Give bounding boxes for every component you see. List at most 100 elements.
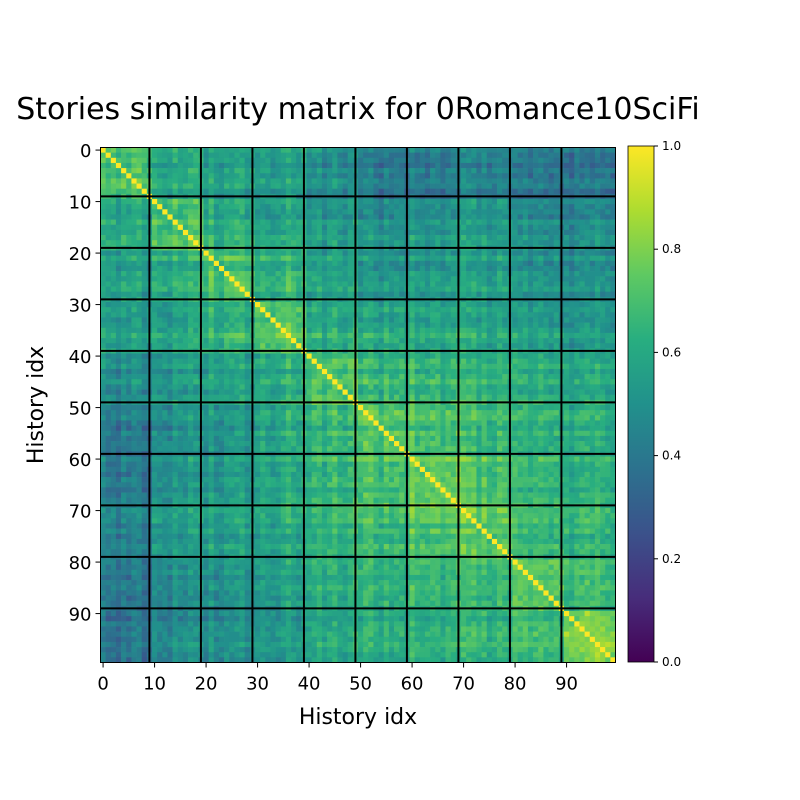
heatmap-cell <box>342 332 349 339</box>
heatmap-cell <box>121 276 127 282</box>
heatmap-cell <box>188 265 194 272</box>
heatmap-cell <box>105 379 112 385</box>
heatmap-cell <box>450 322 457 329</box>
heatmap-cell <box>342 178 349 184</box>
heatmap-cell <box>110 302 117 308</box>
heatmap-cell <box>162 332 168 339</box>
heatmap-cell <box>157 374 163 380</box>
heatmap-cell <box>522 162 529 169</box>
heatmap-cell <box>229 219 235 226</box>
heatmap-cell <box>172 286 179 293</box>
heatmap-cell <box>471 384 477 390</box>
heatmap-cell <box>373 271 379 277</box>
heatmap-cell <box>491 291 498 298</box>
heatmap-cell <box>224 255 230 262</box>
heatmap-cell <box>100 358 106 365</box>
heatmap-cell <box>203 379 209 385</box>
heatmap-cell <box>471 374 477 380</box>
heatmap-cell <box>589 162 596 169</box>
heatmap-cell <box>177 322 184 329</box>
heatmap-cell <box>100 214 106 220</box>
heatmap-cell <box>600 317 606 323</box>
heatmap-cell <box>131 214 137 220</box>
heatmap-cell <box>538 152 544 159</box>
heatmap-cell <box>481 255 488 262</box>
heatmap-cell <box>234 235 240 241</box>
heatmap-cell <box>182 157 189 164</box>
heatmap-cell <box>203 307 209 313</box>
heatmap-cell <box>358 379 364 385</box>
heatmap-cell <box>466 338 472 344</box>
heatmap-cell <box>100 332 106 339</box>
heatmap-cell <box>110 368 117 375</box>
heatmap-cell <box>188 343 194 349</box>
heatmap-cell <box>553 224 560 231</box>
heatmap-cell <box>311 363 318 370</box>
heatmap-cell <box>491 250 498 256</box>
heatmap-cell <box>203 147 209 153</box>
heatmap-cell <box>203 286 209 293</box>
heatmap-cell <box>110 157 117 164</box>
heatmap-cell <box>569 219 575 226</box>
heatmap-cell <box>502 209 508 215</box>
heatmap-cell <box>497 157 503 164</box>
heatmap-cell <box>337 374 343 380</box>
heatmap-cell <box>466 281 472 287</box>
heatmap-cell <box>270 147 276 153</box>
heatmap-cell <box>167 147 173 153</box>
heatmap-cell <box>368 317 374 323</box>
heatmap-cell <box>270 384 276 390</box>
heatmap-cell <box>285 384 292 390</box>
heatmap-cell <box>280 178 287 184</box>
heatmap-cell <box>136 358 143 365</box>
heatmap-cell <box>182 368 189 375</box>
heatmap-cell <box>188 209 194 215</box>
heatmap-cell <box>265 286 271 293</box>
heatmap-cell <box>296 322 302 329</box>
heatmap-cell <box>461 338 467 344</box>
heatmap-cell <box>522 219 529 226</box>
heatmap-cell <box>445 219 452 226</box>
heatmap-cell <box>564 307 570 313</box>
heatmap-cell <box>373 219 379 226</box>
heatmap-cell <box>579 327 585 334</box>
heatmap-cell <box>574 255 580 262</box>
heatmap-cell <box>589 229 596 236</box>
heatmap-cell <box>275 188 282 195</box>
heatmap-cell <box>296 188 302 195</box>
heatmap-cell <box>378 209 385 215</box>
heatmap-cell <box>527 152 534 159</box>
heatmap-cell <box>399 394 405 401</box>
heatmap-cell <box>327 204 333 210</box>
heatmap-cell <box>193 276 199 282</box>
heatmap-cell <box>224 291 230 298</box>
heatmap-cell <box>239 353 246 359</box>
heatmap-cell <box>193 368 199 375</box>
heatmap-cell <box>450 204 457 210</box>
heatmap-cell <box>270 358 276 365</box>
heatmap-cell <box>213 147 220 153</box>
heatmap-cell <box>182 389 189 396</box>
heatmap-cell <box>275 178 282 184</box>
heatmap-cell <box>491 322 498 329</box>
heatmap-cell <box>229 338 235 344</box>
heatmap-cell <box>414 224 421 231</box>
heatmap-cell <box>388 302 395 308</box>
heatmap-cell <box>368 327 374 334</box>
heatmap-cell <box>440 199 446 205</box>
heatmap-cell <box>177 157 184 164</box>
heatmap-cell <box>461 188 467 195</box>
heatmap-cell <box>203 157 209 164</box>
heatmap-cell <box>270 379 276 385</box>
heatmap-cell <box>414 363 421 370</box>
heatmap-cell <box>131 394 137 401</box>
heatmap-cell <box>255 147 261 153</box>
heatmap-cell <box>239 338 246 344</box>
heatmap-cell <box>115 389 122 396</box>
heatmap-cell <box>260 255 266 262</box>
heatmap-cell <box>280 286 287 293</box>
heatmap-cell <box>543 384 549 390</box>
heatmap-cell <box>316 219 323 226</box>
heatmap-cell <box>121 338 127 344</box>
heatmap-cell <box>239 343 246 349</box>
